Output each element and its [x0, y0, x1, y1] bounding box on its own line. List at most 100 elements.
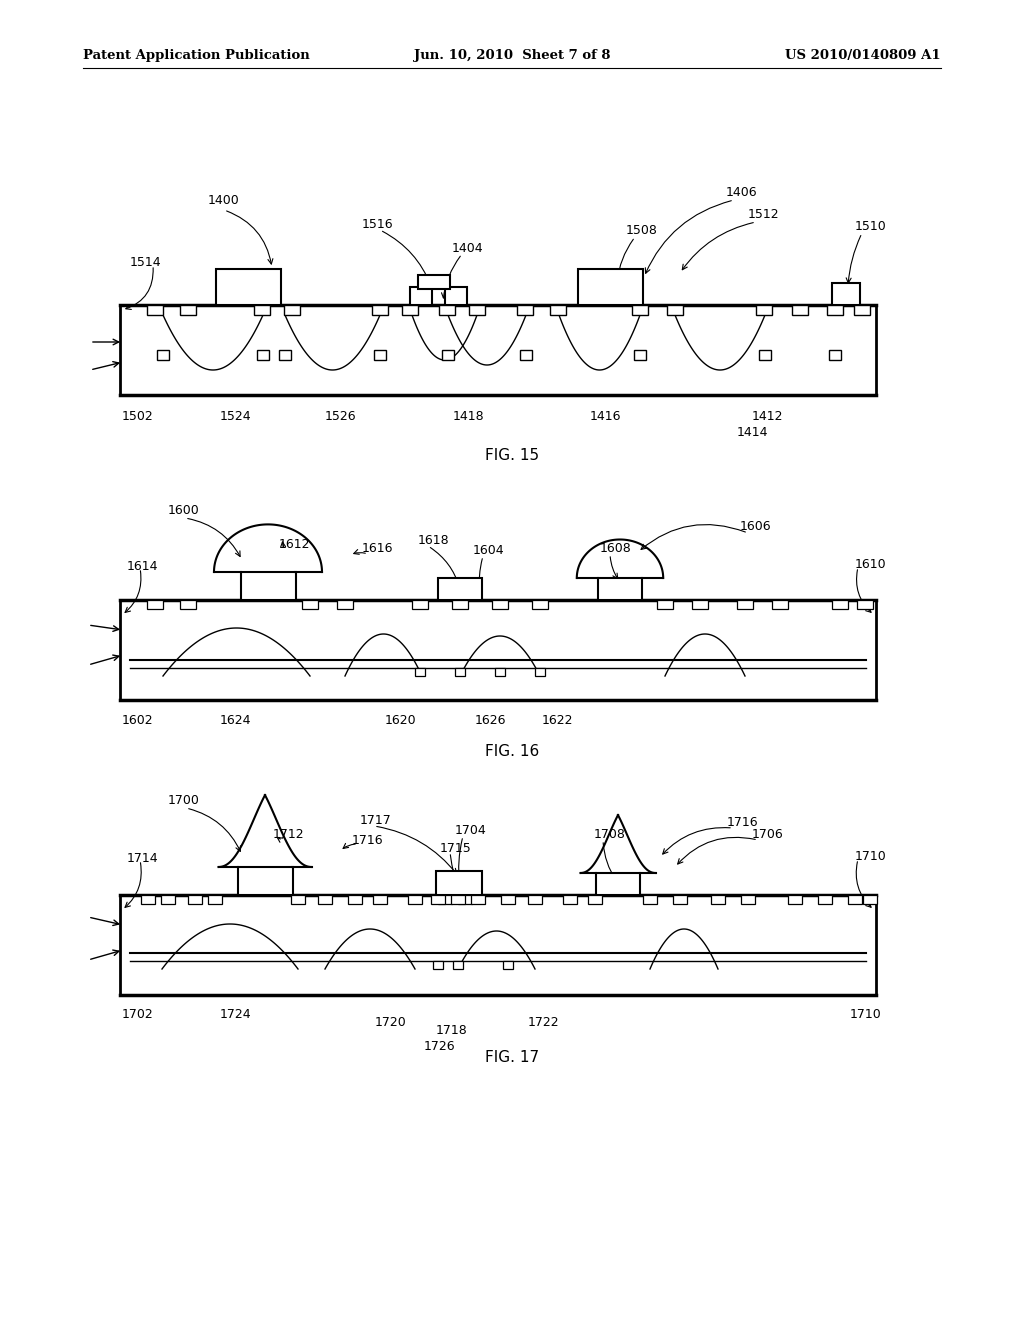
Bar — [120, 601, 876, 700]
Bar — [254, 305, 270, 315]
Bar — [469, 305, 485, 315]
Bar — [374, 350, 386, 360]
Bar — [188, 895, 202, 904]
Bar — [673, 895, 687, 904]
Text: 1502: 1502 — [122, 409, 154, 422]
Text: 1716: 1716 — [352, 833, 384, 846]
Bar — [827, 305, 843, 315]
Text: 1708: 1708 — [594, 829, 626, 842]
Text: 1714: 1714 — [127, 851, 159, 865]
Bar — [436, 871, 482, 895]
Text: 1715: 1715 — [440, 842, 472, 854]
Text: 1608: 1608 — [600, 541, 632, 554]
Text: 1418: 1418 — [453, 409, 484, 422]
Bar — [588, 895, 602, 904]
Bar — [692, 601, 708, 609]
Bar — [284, 305, 300, 315]
Bar — [578, 269, 642, 305]
Bar — [372, 305, 388, 315]
Bar — [318, 895, 332, 904]
Text: 1606: 1606 — [740, 520, 772, 533]
Bar — [829, 350, 841, 360]
Bar — [741, 895, 755, 904]
Text: 1624: 1624 — [220, 714, 252, 726]
Text: 1602: 1602 — [122, 714, 154, 726]
Text: 1710: 1710 — [850, 1008, 882, 1022]
Bar — [772, 601, 788, 609]
Bar — [458, 895, 472, 904]
Bar — [455, 668, 465, 676]
Bar — [831, 601, 848, 609]
Text: 1414: 1414 — [737, 425, 768, 438]
Bar — [792, 305, 808, 315]
Bar — [445, 286, 467, 305]
Bar — [180, 305, 196, 315]
Bar — [634, 350, 646, 360]
Text: 1512: 1512 — [748, 209, 779, 222]
Text: 1610: 1610 — [855, 558, 887, 572]
Text: FIG. 16: FIG. 16 — [485, 744, 539, 759]
Bar — [157, 350, 169, 360]
Bar — [348, 895, 362, 904]
Bar — [120, 305, 876, 395]
Bar — [863, 895, 877, 904]
Bar — [503, 961, 513, 969]
Text: 1412: 1412 — [752, 409, 783, 422]
Bar — [452, 601, 468, 609]
Bar — [857, 601, 873, 609]
Text: 1618: 1618 — [418, 533, 450, 546]
Text: 1526: 1526 — [325, 409, 356, 422]
Text: 1717: 1717 — [360, 813, 392, 826]
Text: Jun. 10, 2010  Sheet 7 of 8: Jun. 10, 2010 Sheet 7 of 8 — [414, 49, 610, 62]
Bar — [431, 895, 445, 904]
Bar — [854, 305, 870, 315]
Bar — [415, 668, 425, 676]
Text: 1720: 1720 — [375, 1015, 407, 1028]
Bar — [442, 350, 454, 360]
Bar — [438, 578, 482, 601]
Bar — [643, 895, 657, 904]
Bar — [215, 269, 281, 305]
Bar — [831, 282, 860, 305]
Bar — [550, 305, 566, 315]
Text: 1712: 1712 — [273, 829, 304, 842]
Bar — [517, 305, 534, 315]
Text: 1706: 1706 — [752, 829, 783, 842]
Bar — [438, 895, 452, 904]
Bar — [120, 895, 876, 995]
Text: 1508: 1508 — [626, 223, 657, 236]
Bar — [848, 895, 862, 904]
Text: 1612: 1612 — [279, 539, 310, 552]
Text: 1614: 1614 — [127, 560, 159, 573]
Text: 1726: 1726 — [424, 1040, 456, 1052]
Text: 1524: 1524 — [220, 409, 252, 422]
Bar — [818, 895, 831, 904]
Text: 1600: 1600 — [168, 503, 200, 516]
Text: 1416: 1416 — [590, 409, 622, 422]
Bar — [495, 668, 505, 676]
Bar — [141, 895, 155, 904]
Bar — [471, 895, 485, 904]
Text: 1722: 1722 — [528, 1015, 560, 1028]
Bar — [291, 895, 305, 904]
Bar — [737, 601, 753, 609]
Text: 1604: 1604 — [473, 544, 505, 557]
Bar — [657, 601, 673, 609]
Bar — [535, 668, 545, 676]
Text: 1510: 1510 — [855, 220, 887, 234]
Bar — [433, 961, 443, 969]
Text: FIG. 15: FIG. 15 — [485, 447, 539, 462]
Bar — [408, 895, 422, 904]
Text: US 2010/0140809 A1: US 2010/0140809 A1 — [785, 49, 941, 62]
Text: 1514: 1514 — [130, 256, 162, 269]
Bar — [418, 275, 450, 289]
Bar — [279, 350, 291, 360]
Text: 1716: 1716 — [727, 817, 759, 829]
Bar — [528, 895, 542, 904]
Bar — [410, 286, 432, 305]
Text: 1622: 1622 — [542, 714, 573, 726]
Bar — [180, 601, 196, 609]
Bar — [402, 305, 418, 315]
Bar — [208, 895, 222, 904]
Bar — [598, 578, 642, 601]
